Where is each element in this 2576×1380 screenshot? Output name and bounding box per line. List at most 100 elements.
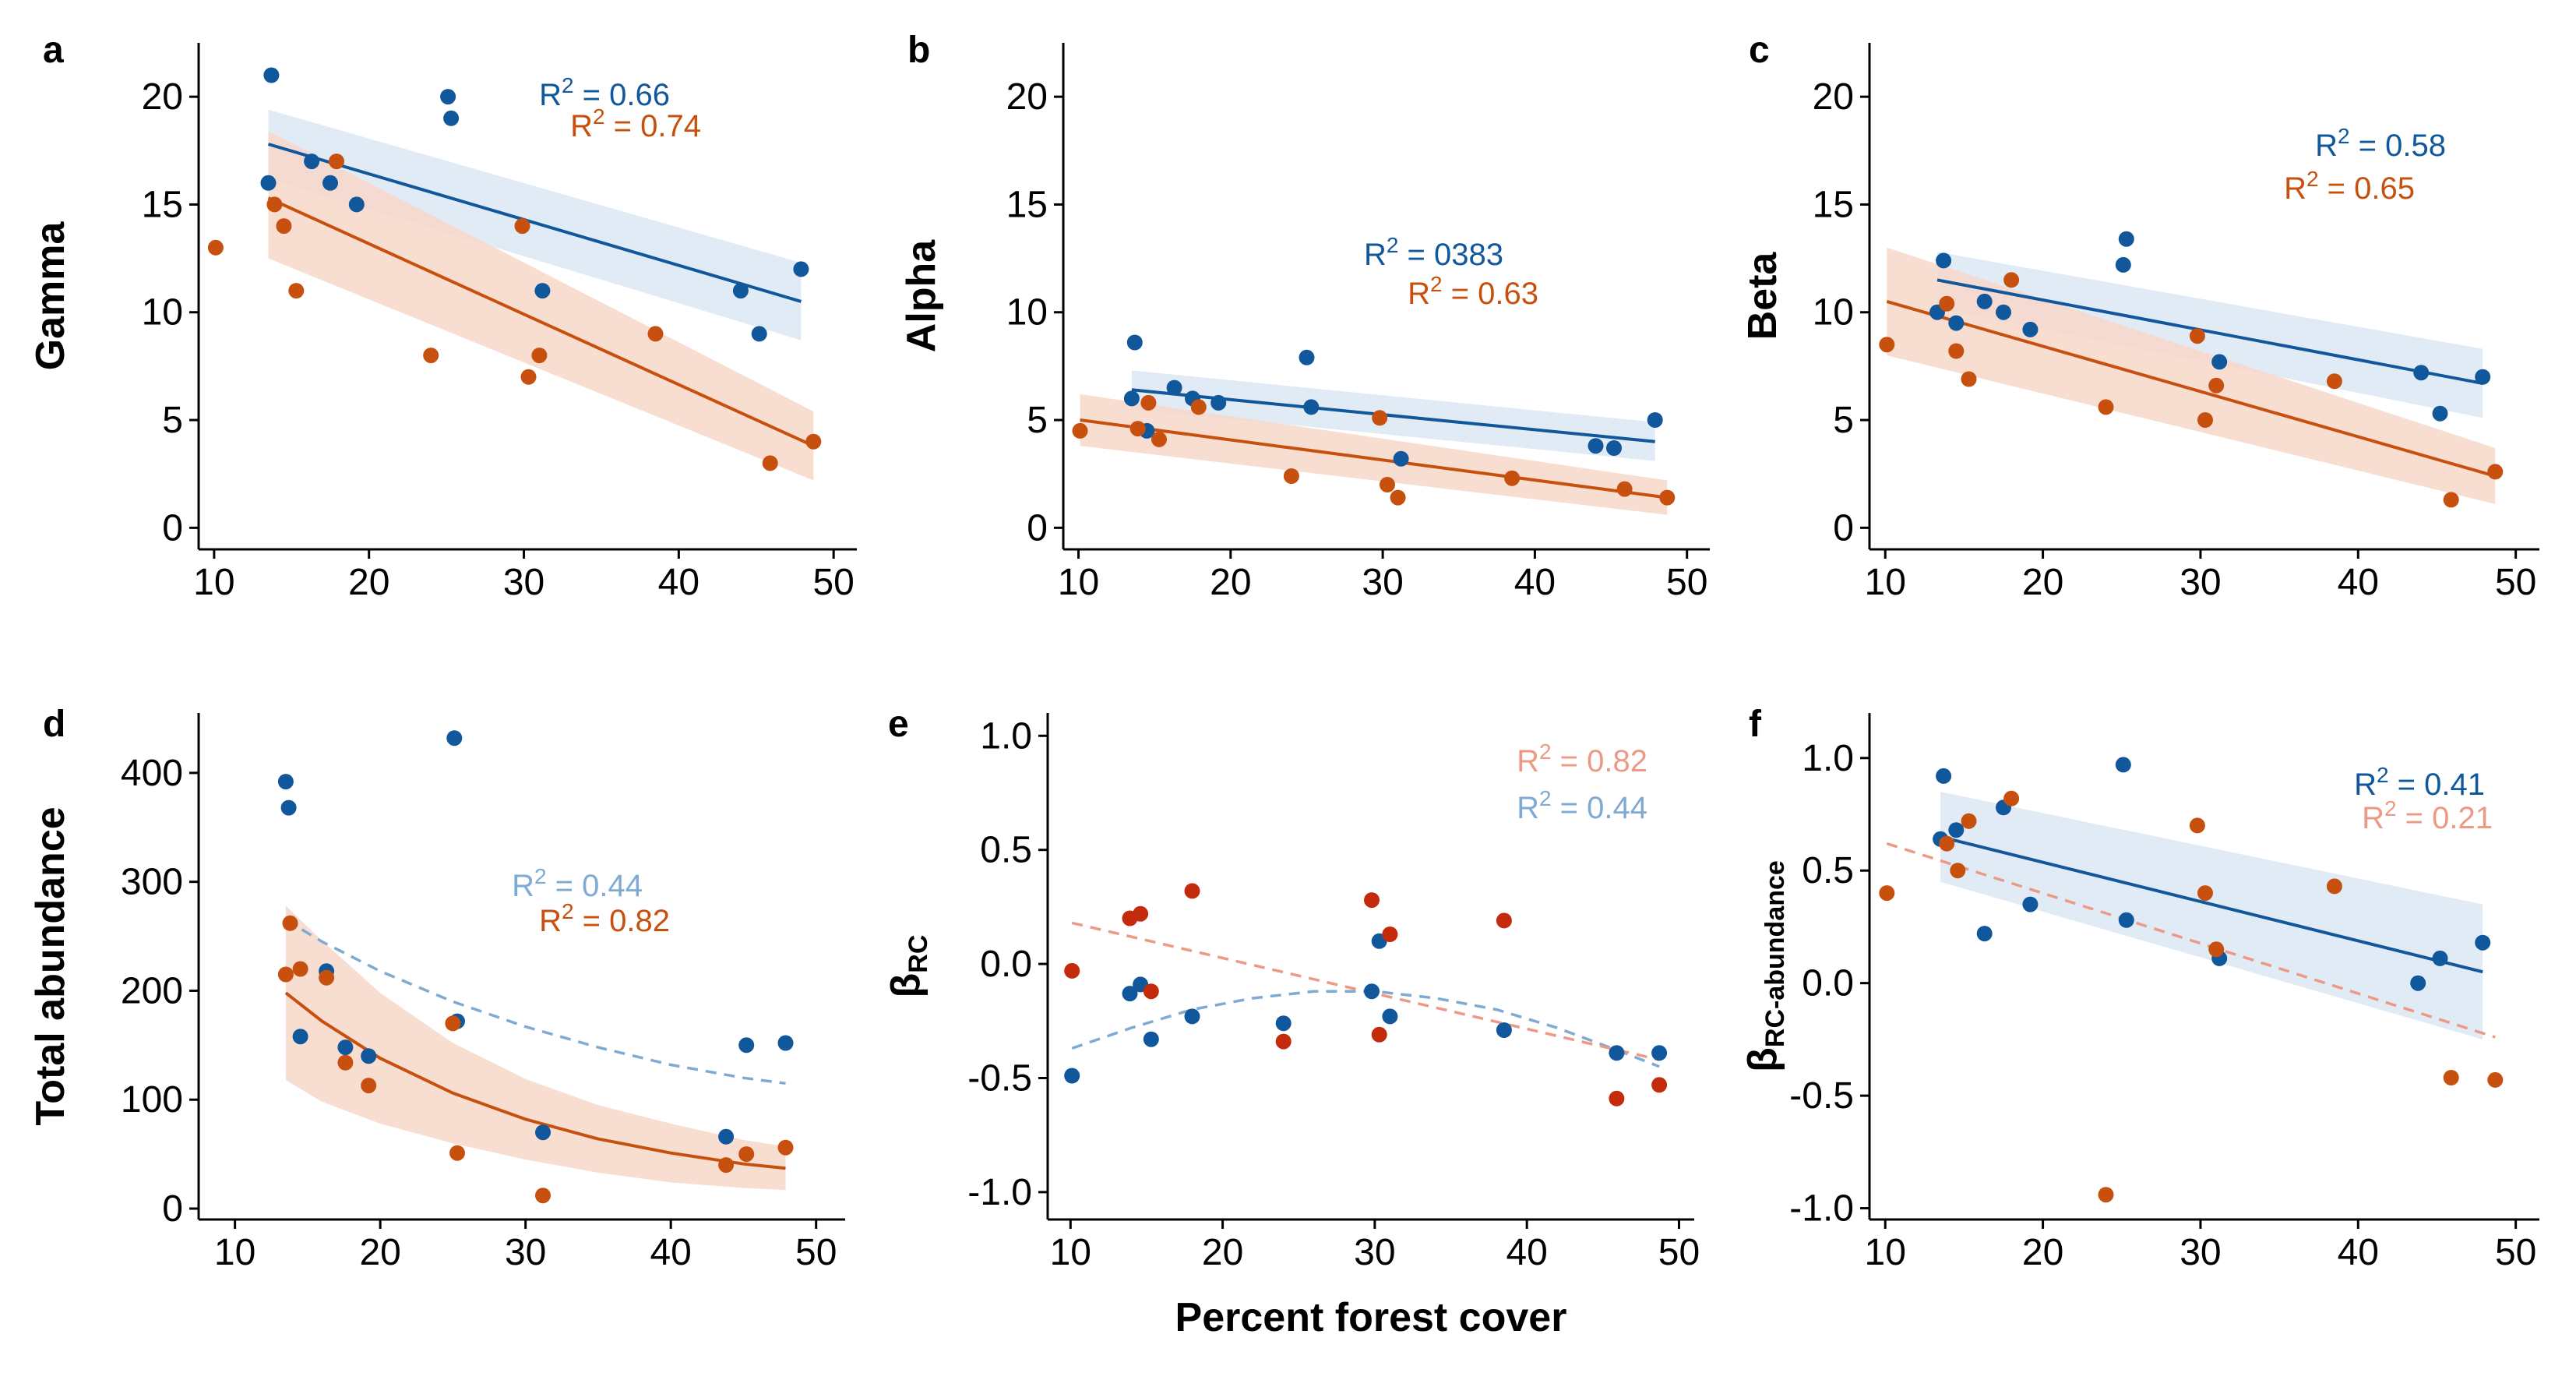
data-point-d-0-11 xyxy=(777,1035,794,1051)
y-tick-label-b-0: 0 xyxy=(1027,507,1048,549)
confidence-band-b-1 xyxy=(1080,394,1668,515)
x-tick-label-e-2: 30 xyxy=(1354,1232,1395,1273)
x-tick-label-e-4: 50 xyxy=(1658,1232,1700,1273)
data-point-d-1-0 xyxy=(277,966,294,983)
r2-annotation-d-0: R2 = 0.44 xyxy=(512,864,643,903)
y-tick-label-a-3: 15 xyxy=(142,184,183,225)
data-point-c-0-5 xyxy=(2022,321,2039,337)
fit-line-f-0 xyxy=(1940,835,2483,974)
data-point-e-0-9 xyxy=(1496,1022,1512,1038)
fit-line-a-0 xyxy=(267,143,802,303)
y-tick-label-a-2: 10 xyxy=(142,292,183,334)
x-tick-label-e-0: 10 xyxy=(1050,1232,1091,1273)
y-tick-label-e-3: 0.5 xyxy=(980,830,1032,871)
data-point-b-1-1 xyxy=(1129,421,1146,437)
data-point-c-1-0 xyxy=(1879,337,1895,353)
data-point-b-1-4 xyxy=(1190,399,1207,415)
x-tick-label-d-1: 20 xyxy=(359,1232,400,1273)
data-point-e-0-1 xyxy=(1122,986,1138,1002)
data-point-d-0-1 xyxy=(280,799,297,816)
y-tick-label-d-0: 0 xyxy=(162,1188,183,1230)
data-point-e-1-7 xyxy=(1371,1026,1387,1043)
y-tick-label-d-3: 300 xyxy=(121,862,183,903)
data-point-d-1-7 xyxy=(449,1145,465,1161)
y-tick-label-e-2: 0.0 xyxy=(980,944,1032,985)
data-point-f-1-1 xyxy=(1939,835,1955,852)
y-tick-label-d-4: 400 xyxy=(121,753,183,794)
x-tick-label-d-4: 50 xyxy=(795,1232,837,1273)
data-point-a-1-4 xyxy=(329,154,344,170)
r2-annotation-b-1: R2 = 0.63 xyxy=(1408,272,1538,311)
confidence-band-a-0 xyxy=(268,109,802,341)
data-point-f-1-3 xyxy=(1961,813,1977,829)
y-tick-label-b-3: 15 xyxy=(1006,184,1048,225)
data-point-f-1-4 xyxy=(2003,790,2020,806)
data-point-f-1-6 xyxy=(2189,817,2205,834)
x-tick-label-c-2: 30 xyxy=(2180,562,2221,603)
data-point-d-1-8 xyxy=(535,1188,551,1204)
y-tick-label-c-2: 10 xyxy=(1813,292,1854,334)
data-point-c-0-9 xyxy=(2413,365,2430,381)
data-point-a-1-7 xyxy=(520,369,537,385)
data-point-a-1-6 xyxy=(514,218,530,235)
x-tick-label-c-4: 50 xyxy=(2495,562,2536,603)
fit-line-a-1 xyxy=(267,196,815,448)
data-point-e-0-3 xyxy=(1143,1031,1159,1047)
x-tick-label-b-3: 40 xyxy=(1514,562,1556,603)
data-point-a-0-4 xyxy=(348,196,365,213)
panel-d: 10 20 30 40 50 0 100 200 300 400 d Total abundance R… xyxy=(28,704,845,1273)
r2-annotation-a-1: R2 = 0.74 xyxy=(570,104,701,143)
data-point-a-0-7 xyxy=(534,283,551,299)
x-tick-label-a-0: 10 xyxy=(193,562,234,603)
r2-annotation-a-0: R2 = 0.66 xyxy=(539,73,670,112)
data-point-a-1-8 xyxy=(531,348,548,364)
data-point-f-0-10 xyxy=(2432,950,2448,966)
y-tick-label-a-4: 20 xyxy=(142,76,183,118)
panel-letter-b: b xyxy=(907,30,930,71)
data-point-c-1-6 xyxy=(2189,328,2205,344)
data-point-b-0-6 xyxy=(1299,349,1315,365)
data-point-f-1-5 xyxy=(2098,1187,2114,1203)
data-point-b-0-8 xyxy=(1393,450,1409,467)
data-point-c-0-4 xyxy=(1996,304,2011,320)
data-point-f-1-9 xyxy=(2326,878,2342,895)
y-axis-label-d: Total abundance xyxy=(28,806,73,1125)
data-point-b-1-11 xyxy=(1659,489,1676,506)
r2-annotation-c-0: R2 = 0.58 xyxy=(2315,124,2446,163)
data-point-c-1-10 xyxy=(2443,492,2459,508)
r2-annotation-c-1: R2 = 0.65 xyxy=(2284,167,2415,206)
data-point-b-0-11 xyxy=(1647,412,1663,428)
y-tick-label-c-4: 20 xyxy=(1813,76,1854,118)
x-tick-label-a-3: 40 xyxy=(658,562,700,603)
x-tick-label-d-0: 10 xyxy=(214,1232,255,1273)
data-point-a-1-1 xyxy=(266,196,283,213)
data-point-b-1-3 xyxy=(1151,431,1167,447)
x-tick-label-f-2: 30 xyxy=(2180,1232,2221,1273)
data-point-e-0-11 xyxy=(1651,1045,1668,1061)
y-tick-label-f-0: -1.0 xyxy=(1789,1188,1854,1230)
data-point-f-1-8 xyxy=(2208,941,2225,958)
data-point-b-0-3 xyxy=(1166,379,1182,396)
data-point-f-1-2 xyxy=(1950,863,1966,879)
x-tick-label-b-0: 10 xyxy=(1058,562,1099,603)
data-point-a-0-1 xyxy=(263,67,280,83)
r2-annotation-e-0: R2 = 0.82 xyxy=(1517,739,1647,778)
x-tick-label-f-3: 40 xyxy=(2338,1232,2379,1273)
r2-annotation-d-1: R2 = 0.82 xyxy=(539,899,670,938)
data-point-d-1-4 xyxy=(337,1054,354,1071)
data-point-d-1-10 xyxy=(738,1146,755,1163)
panel-f: 10 20 30 40 50-1.0-0.50.00.51.0fβRC-abundanc… xyxy=(1740,704,2539,1273)
data-point-c-0-10 xyxy=(2432,405,2448,422)
data-point-c-0-8 xyxy=(2211,354,2228,370)
y-tick-label-e-1: -0.5 xyxy=(967,1057,1032,1099)
data-point-e-1-2 xyxy=(1133,905,1149,922)
data-point-b-1-9 xyxy=(1504,470,1521,486)
data-point-c-1-11 xyxy=(2487,464,2504,480)
data-point-a-1-10 xyxy=(762,455,778,471)
y-axis-label-c: Beta xyxy=(1740,252,1785,341)
data-point-a-1-11 xyxy=(805,433,822,450)
x-tick-label-d-2: 30 xyxy=(505,1232,546,1273)
panel-letter-e: e xyxy=(888,704,909,745)
